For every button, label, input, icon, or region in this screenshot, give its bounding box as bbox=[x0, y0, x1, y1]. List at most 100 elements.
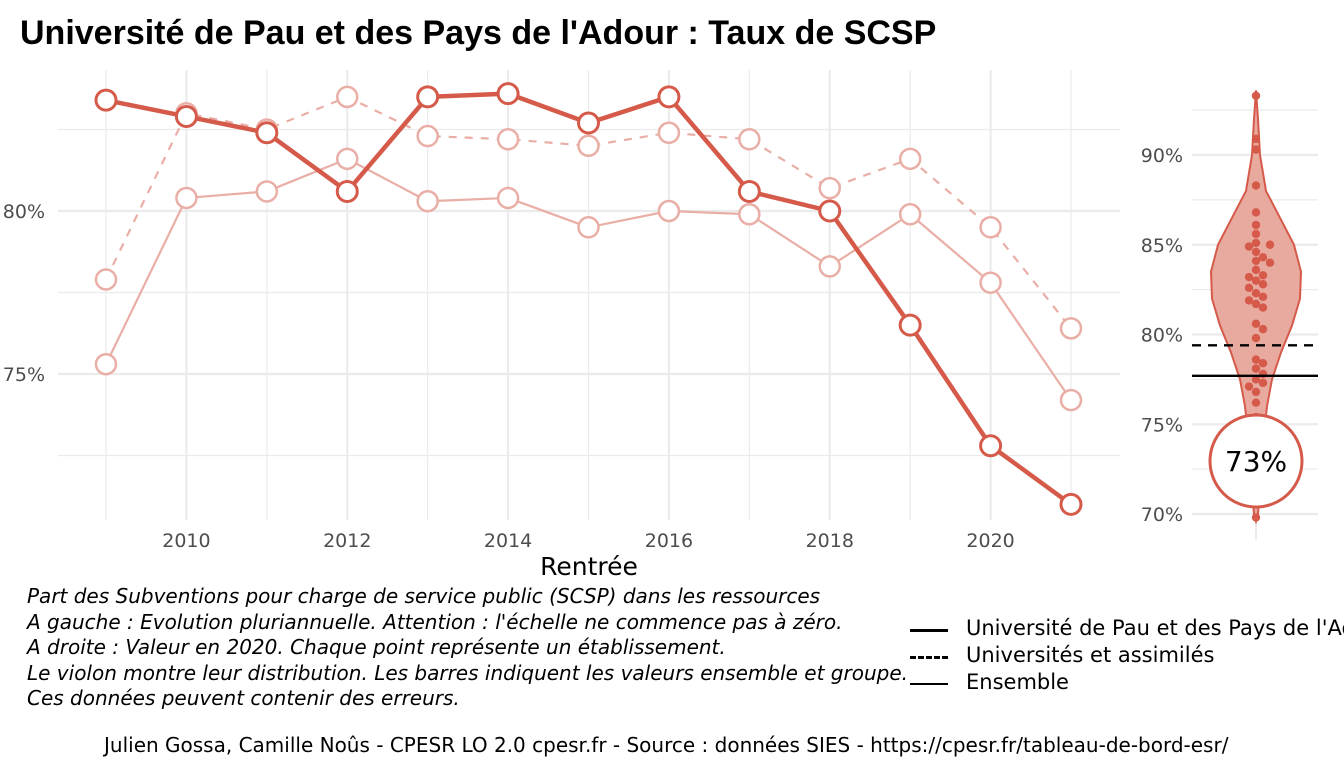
data-point bbox=[175, 186, 198, 210]
data-point bbox=[818, 255, 841, 278]
data-point bbox=[1258, 303, 1268, 312]
data-point bbox=[1251, 299, 1261, 309]
data-point bbox=[657, 121, 681, 145]
y-tick-label: 90% bbox=[1141, 145, 1183, 167]
x-tick-label: 2010 bbox=[162, 530, 210, 552]
data-point bbox=[1258, 292, 1268, 302]
data-point bbox=[738, 128, 761, 151]
data-point bbox=[1251, 208, 1261, 217]
data-point bbox=[1059, 388, 1083, 412]
data-point bbox=[1244, 283, 1254, 293]
chart-caption: Part des Subventions pour charge de serv… bbox=[27, 584, 908, 712]
caption-line: Part des Subventions pour charge de serv… bbox=[27, 584, 821, 608]
data-point bbox=[1251, 375, 1261, 384]
data-point bbox=[1265, 258, 1275, 267]
source-footer: Julien Gossa, Camille Noûs - CPESR LO 2.… bbox=[104, 733, 1229, 757]
data-point bbox=[1251, 265, 1261, 275]
data-point bbox=[94, 352, 118, 376]
data-point bbox=[496, 186, 520, 210]
data-point bbox=[737, 179, 761, 203]
chart-title: Université de Pau et des Pays de l'Adour… bbox=[20, 14, 937, 52]
x-tick-label: 2020 bbox=[966, 530, 1014, 552]
data-point bbox=[577, 111, 600, 135]
data-point bbox=[1244, 242, 1254, 251]
data-point bbox=[657, 199, 681, 223]
data-point bbox=[1251, 256, 1261, 266]
data-point bbox=[1251, 364, 1261, 373]
data-point bbox=[979, 216, 1002, 239]
data-point bbox=[1251, 238, 1261, 248]
data-point bbox=[1251, 229, 1261, 239]
y-tick-label: 75% bbox=[1141, 414, 1183, 436]
data-point bbox=[1258, 378, 1268, 388]
x-tick-label: 2016 bbox=[645, 530, 693, 552]
violin-chart-panel: 70% 75% 80% 85% 90% 73% bbox=[1141, 90, 1318, 540]
data-point bbox=[577, 134, 600, 158]
data-point bbox=[496, 128, 520, 151]
data-point bbox=[738, 203, 761, 226]
data-point bbox=[577, 216, 600, 239]
data-point bbox=[255, 180, 279, 203]
data-point bbox=[174, 104, 198, 128]
data-point bbox=[979, 434, 1003, 458]
y-tick-label: 75% bbox=[3, 364, 45, 386]
data-point bbox=[898, 203, 922, 226]
x-axis-title: Rentrée bbox=[540, 552, 638, 581]
y-tick-label: 80% bbox=[1141, 325, 1183, 347]
data-point bbox=[1251, 91, 1261, 100]
data-point bbox=[416, 124, 439, 148]
data-point bbox=[94, 88, 118, 112]
caption-line: Le violon montre leur distribution. Les … bbox=[27, 660, 908, 685]
data-point bbox=[1251, 319, 1261, 328]
data-point bbox=[496, 82, 520, 106]
data-point bbox=[1251, 247, 1261, 257]
data-point bbox=[416, 85, 440, 109]
legend-label: Universités et assimilés bbox=[966, 643, 1215, 667]
data-point bbox=[979, 271, 1002, 294]
data-point bbox=[1258, 359, 1268, 368]
caption-line: Ces données peuvent contenir des erreurs… bbox=[27, 686, 460, 710]
data-point bbox=[1059, 492, 1083, 516]
data-point bbox=[1265, 240, 1275, 249]
data-point bbox=[1059, 317, 1083, 340]
data-point bbox=[94, 268, 118, 291]
legend-label: Ensemble bbox=[966, 670, 1069, 694]
legend-key-solid-thin bbox=[910, 683, 948, 685]
legend-label: Université de Pau et des Pays de l'Adour bbox=[966, 616, 1344, 640]
data-point bbox=[1258, 253, 1268, 262]
data-point bbox=[1251, 181, 1261, 190]
data-point bbox=[255, 121, 279, 145]
data-point bbox=[1251, 145, 1261, 154]
data-point bbox=[1251, 276, 1261, 285]
data-point bbox=[1258, 280, 1268, 289]
data-point bbox=[818, 176, 841, 200]
x-tick-label: 2012 bbox=[323, 530, 371, 552]
data-point bbox=[1244, 272, 1254, 282]
line-chart-panel: 75% 80% 2010 2012 2014 2016 2018 2020 Rentrée bbox=[3, 70, 1120, 581]
data-point bbox=[416, 189, 439, 213]
y-tick-label: 80% bbox=[3, 201, 45, 223]
data-point bbox=[818, 199, 842, 223]
data-point bbox=[335, 179, 359, 203]
x-tick-label: 2018 bbox=[806, 530, 854, 552]
data-point bbox=[1258, 324, 1268, 334]
highlight-value-label: 73% bbox=[1225, 445, 1287, 478]
data-point bbox=[336, 147, 359, 171]
data-point bbox=[1244, 382, 1254, 391]
highlight-bubble bbox=[1208, 413, 1304, 509]
chart-canvas: 75% 80% 2010 2012 2014 2016 2018 2020 Rentrée 70… bbox=[3, 70, 1318, 581]
data-point bbox=[898, 147, 922, 171]
data-point bbox=[1251, 220, 1261, 230]
y-tick-label: 85% bbox=[1141, 235, 1183, 257]
data-point bbox=[657, 85, 681, 109]
legend-key-dashed bbox=[910, 656, 948, 659]
data-point bbox=[1258, 271, 1268, 280]
x-tick-label: 2014 bbox=[484, 530, 532, 552]
caption-line: A gauche : Evolution pluriannuelle. Atte… bbox=[27, 609, 843, 634]
data-point bbox=[898, 313, 922, 337]
data-point bbox=[1251, 387, 1261, 397]
data-point bbox=[336, 85, 359, 109]
data-point bbox=[1251, 134, 1261, 144]
legend-key-solid-thick bbox=[910, 629, 948, 632]
data-point bbox=[1244, 296, 1254, 305]
